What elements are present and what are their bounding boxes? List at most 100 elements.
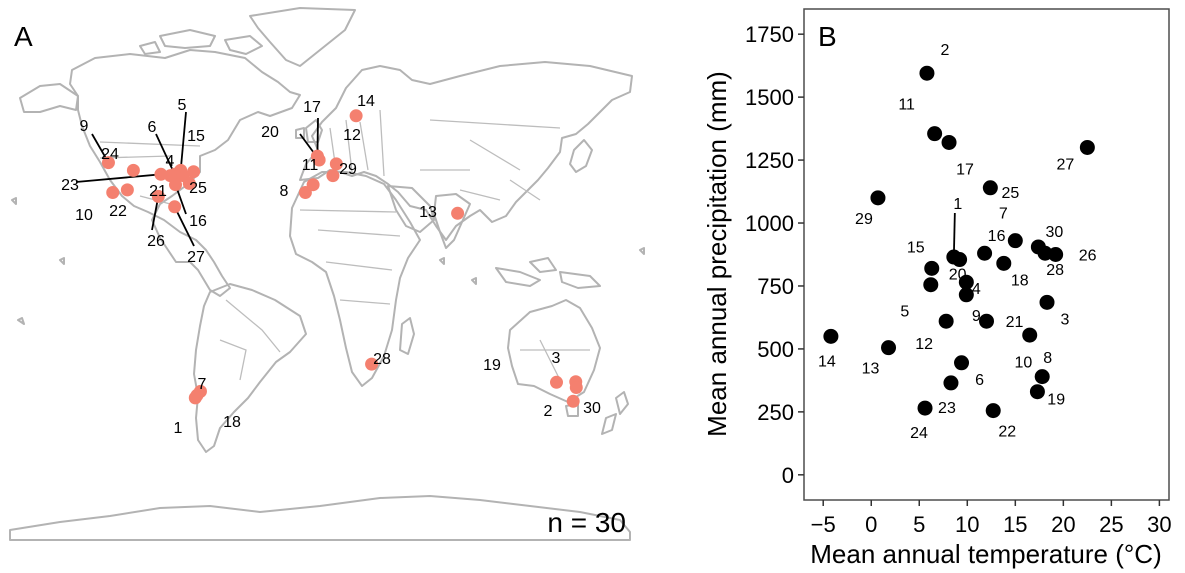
- site-label-12: 12: [343, 127, 361, 144]
- data-point-20: [952, 252, 968, 268]
- site-label-21: 21: [149, 183, 167, 200]
- site-label-8: 8: [280, 183, 289, 200]
- site-marker-19: [550, 375, 563, 389]
- data-point-11: [927, 126, 943, 142]
- south-america-outline: [193, 283, 307, 453]
- point-label-16: 16: [988, 228, 1006, 245]
- site-marker-27: [168, 200, 182, 214]
- site-marker-2: [566, 394, 580, 408]
- site-label-9: 9: [80, 118, 89, 135]
- point-label-2: 2: [940, 42, 949, 59]
- site-marker-11: [306, 178, 320, 192]
- australia-outline: [507, 299, 601, 403]
- site-marker-26: [151, 189, 165, 203]
- site-marker-13: [451, 206, 465, 220]
- x-tick-label-10: 10: [955, 512, 979, 537]
- data-point-25: [982, 180, 998, 196]
- point-label-12: 12: [915, 336, 933, 353]
- site-leader-6: [155, 133, 176, 175]
- x-tick-label-15: 15: [1003, 512, 1027, 537]
- panel-a-letter: A: [14, 21, 33, 52]
- india-outline: [433, 193, 471, 249]
- point-label-25: 25: [1001, 185, 1019, 202]
- y-tick-label-1250: 1250: [745, 148, 794, 173]
- greenland-outline: [249, 7, 356, 67]
- point-label-22: 22: [998, 424, 1016, 441]
- arabia-outline: [387, 185, 435, 233]
- point-label-26: 26: [1079, 248, 1097, 265]
- small-islands: [11, 197, 645, 325]
- site-labels: 1234567891011121314151617181920212223242…: [61, 93, 601, 437]
- panel-a-world-map: A: [9, 7, 645, 541]
- data-point-14: [823, 328, 839, 344]
- site-label-7: 7: [198, 376, 207, 393]
- x-tick-label-30: 30: [1147, 512, 1171, 537]
- point-label-27: 27: [1056, 156, 1074, 173]
- data-point-29: [870, 190, 886, 206]
- point-label-5: 5: [900, 304, 909, 321]
- site-label-4: 4: [166, 153, 175, 170]
- point-label-13: 13: [862, 361, 880, 378]
- site-label-5: 5: [178, 97, 187, 114]
- data-point-19: [1034, 369, 1050, 385]
- site-label-2: 2: [544, 403, 553, 420]
- y-axis-ticks: 0 250 500 750 1000 1250 1500 1750: [745, 22, 804, 488]
- point-label-28: 28: [1046, 262, 1064, 279]
- site-marker-12: [329, 157, 343, 171]
- site-marker-29: [326, 169, 340, 183]
- point-label-1: 1: [953, 196, 962, 213]
- site-label-15: 15: [187, 128, 205, 145]
- data-point-13: [881, 340, 897, 356]
- data-point-17: [941, 134, 957, 150]
- sample-count-label: n = 30: [547, 507, 626, 538]
- site-marker-20: [312, 153, 326, 167]
- site-leader-23: [75, 173, 161, 183]
- japan-outline: [569, 139, 593, 173]
- site-label-24: 24: [101, 146, 119, 163]
- x-tick-label-0: 0: [865, 512, 877, 537]
- site-label-25: 25: [189, 180, 207, 197]
- site-marker-22: [120, 183, 134, 197]
- data-point-21: [979, 313, 994, 329]
- site-leader-5: [179, 111, 187, 171]
- data-points: [823, 65, 1095, 419]
- site-label-20: 20: [261, 124, 279, 141]
- y-tick-label-1000: 1000: [745, 211, 794, 236]
- panel-b-letter: B: [818, 21, 837, 52]
- x-tick-label--5: −5: [811, 512, 836, 537]
- site-marker-30: [569, 381, 583, 394]
- site-marker-25: [182, 176, 196, 190]
- y-axis-title: Mean annual precipitation (mm): [702, 71, 732, 437]
- site-label-19: 19: [483, 357, 501, 374]
- point-label-9: 9: [972, 308, 981, 325]
- alaska-outline: [19, 83, 79, 113]
- y-tick-label-1750: 1750: [745, 22, 794, 47]
- point-label-21: 21: [1006, 314, 1024, 331]
- data-point-18: [996, 255, 1012, 271]
- data-point-24: [917, 400, 933, 416]
- data-point-23: [943, 375, 959, 391]
- site-marker-15: [187, 165, 201, 179]
- site-label-27: 27: [187, 249, 205, 266]
- point-label-7: 7: [999, 206, 1008, 223]
- site-marker-9: [101, 156, 115, 170]
- site-label-18: 18: [223, 414, 241, 431]
- point-label-23: 23: [938, 400, 956, 417]
- site-label-6: 6: [148, 119, 157, 136]
- point-label-14: 14: [818, 353, 836, 370]
- y-tick-label-750: 750: [757, 274, 794, 299]
- x-tick-label-5: 5: [913, 512, 925, 537]
- y-tick-label-0: 0: [782, 463, 794, 488]
- x-axis-ticks: −5 0 5 10 15 20 25 30: [811, 500, 1172, 537]
- data-point-9: [958, 287, 974, 303]
- point-label-29: 29: [855, 211, 873, 228]
- point-label-15: 15: [907, 239, 925, 256]
- site-label-16: 16: [189, 213, 207, 230]
- x-axis-title: Mean annual temperature (°C): [810, 539, 1161, 569]
- data-point-30: [1030, 239, 1046, 255]
- data-point-2: [919, 65, 935, 81]
- site-label-23: 23: [61, 177, 79, 194]
- point-labels: 1234567891011121314151617181920212223242…: [818, 42, 1097, 442]
- site-label-1: 1: [174, 420, 183, 437]
